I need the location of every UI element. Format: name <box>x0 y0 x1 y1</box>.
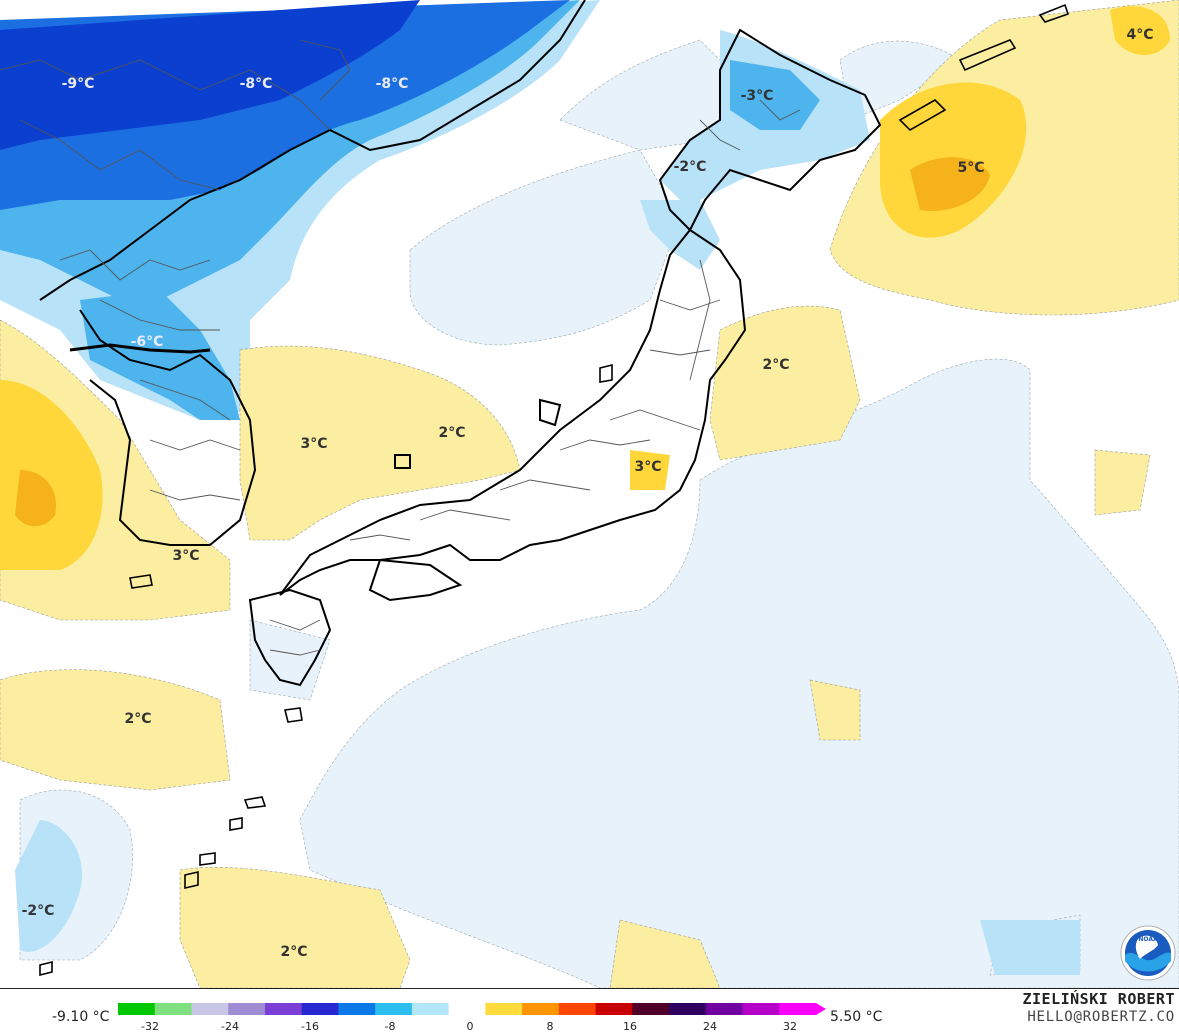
legend-tick-label: -16 <box>301 1020 319 1033</box>
legend-tick-label: 16 <box>623 1020 637 1033</box>
warm-strong-areas <box>15 157 990 527</box>
colorbar-segment <box>228 1003 266 1015</box>
kanto-label: 3°C <box>634 459 662 475</box>
legend-tick-label: 24 <box>703 1020 717 1033</box>
hokkaido-sw-label: -2°C <box>673 159 707 175</box>
colorbar-segment <box>669 1003 707 1015</box>
sea-of-japan-label: 3°C <box>300 436 328 452</box>
colorbar-segment <box>705 1003 744 1015</box>
borders <box>0 39 801 656</box>
legend-colorbar <box>118 1003 826 1015</box>
pacific-n-label: 5°C <box>957 160 985 176</box>
legend-bar: -9.10 °C -32 -24 -16 -8 0 8 16 24 32 5.50 °C ZIE… <box>0 988 1179 1036</box>
colorbar-segment <box>595 1003 633 1015</box>
cold-deepest-areas <box>0 0 420 150</box>
colorbar-segment <box>632 1003 670 1015</box>
east-china-sea-label: 2°C <box>124 711 152 727</box>
colorbar-segment <box>118 1003 156 1015</box>
colorbar-segment <box>742 1003 780 1015</box>
manchuria-label: -8°C <box>239 76 273 92</box>
korea-label: -6°C <box>130 334 164 350</box>
pacific-ne-label: 4°C <box>1126 27 1154 43</box>
colorbar-segment <box>522 1003 560 1015</box>
islands <box>39 3 1070 977</box>
noaa-logo-icon: NOAA <box>1120 925 1176 981</box>
korea-dmz-border <box>69 343 211 354</box>
colorbar-segment <box>558 1003 597 1015</box>
taiwan-label: -2°C <box>21 903 55 919</box>
hokkaido-label: -3°C <box>740 88 774 104</box>
legend-tick-label: 0 <box>466 1020 474 1033</box>
nk-west-label: -9°C <box>61 76 95 92</box>
colorbar-end-arrow <box>816 1003 826 1015</box>
colorbar-segment <box>485 1003 523 1015</box>
philippine-sea-label: 2°C <box>280 944 308 960</box>
colorbar-segment <box>411 1003 450 1015</box>
legend-max-value: 5.50 °C <box>830 1009 883 1025</box>
author-email[interactable]: HELLO@ROBERTZ.CO <box>1027 1009 1175 1025</box>
legend-tick-label: -24 <box>221 1020 239 1033</box>
legend-tick-label: -8 <box>384 1020 396 1033</box>
legend-min-value: -9.10 °C <box>52 1009 110 1025</box>
author-name: ZIELIŃSKI ROBERT <box>1022 990 1175 1008</box>
colorbar-segment <box>448 1003 486 1015</box>
colorbar-segment <box>338 1003 376 1015</box>
legend-tick-label: -32 <box>141 1020 159 1033</box>
colorbar-segment <box>301 1003 339 1015</box>
temperature-anomaly-map <box>0 0 1179 988</box>
noto-label: 2°C <box>438 425 466 441</box>
noaa-logo-text: NOAA <box>1138 936 1158 943</box>
colorbar-segment <box>264 1003 303 1015</box>
colorbar-segment <box>779 1003 817 1015</box>
colorbar-segment <box>191 1003 229 1015</box>
legend-tick-label: 8 <box>546 1020 554 1033</box>
colorbar-segment <box>375 1003 413 1015</box>
legend-tick-label: 32 <box>783 1020 797 1033</box>
coastlines <box>39 0 882 687</box>
primorye-label: -8°C <box>375 76 409 92</box>
jeju-label: 3°C <box>172 548 200 564</box>
colorbar-segment <box>154 1003 192 1015</box>
pacific-e-label: 2°C <box>762 357 790 373</box>
